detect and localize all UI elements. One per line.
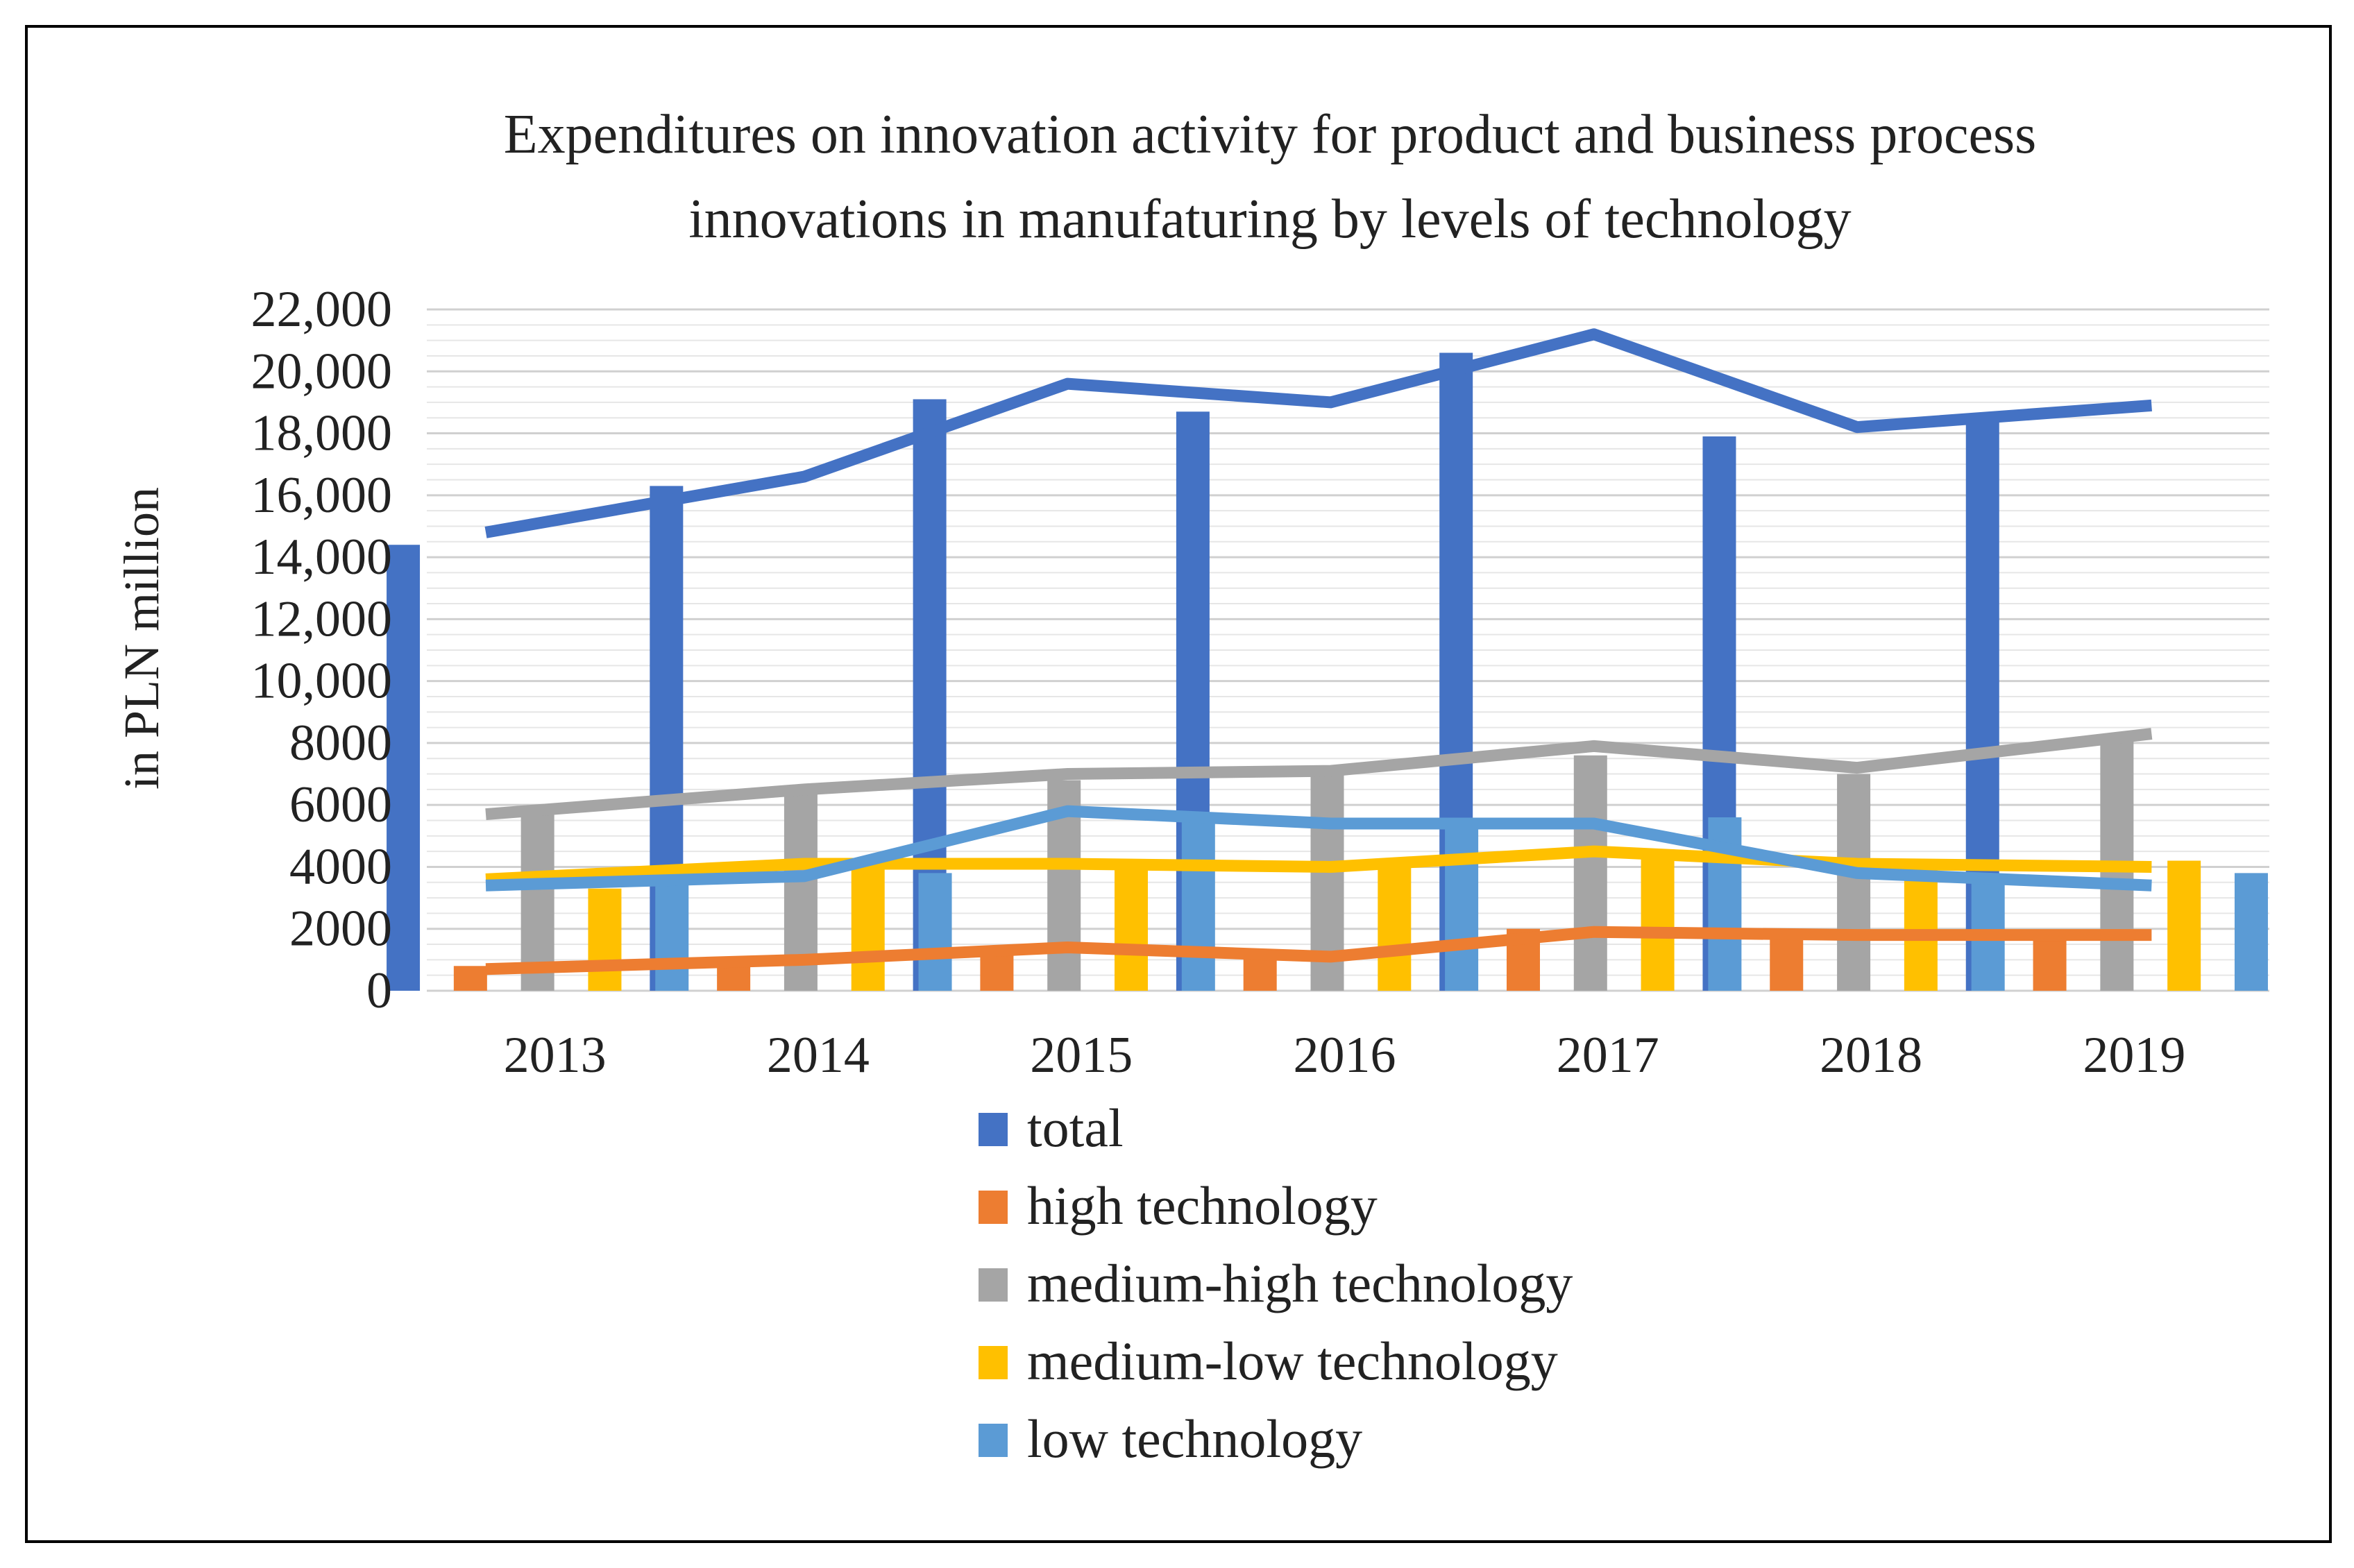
legend-swatch-medium-high-technology <box>979 1268 1008 1302</box>
series-line-low-technology <box>485 805 2152 892</box>
legend-label-high-technology: high technology <box>1027 1175 1378 1236</box>
chart-title-line: Expenditures on innovation activity for … <box>504 104 2036 165</box>
series-line-high-technology <box>485 926 2152 975</box>
legend-label-medium-high-technology: medium-high technology <box>1027 1253 1573 1313</box>
bar-high-technology-2015 <box>980 950 1014 991</box>
y-tick-label: 20,000 <box>251 343 393 400</box>
y-axis-label: in PLN million <box>114 487 169 790</box>
bar-medium-low-technology-2019 <box>2167 860 2201 991</box>
y-tick-label: 16,000 <box>251 467 393 524</box>
bar-total-2013 <box>387 545 421 991</box>
y-axis-title: in PLN million <box>114 487 169 790</box>
chart-frame: Expenditures on innovation activity for … <box>25 25 2332 1543</box>
bar-low-technology-2015 <box>1181 820 1215 991</box>
series-line-total <box>484 328 2152 538</box>
bar-high-technology-2019 <box>2033 935 2067 991</box>
y-tick-label: 8000 <box>289 715 392 772</box>
bar-medium-low-technology-2016 <box>1378 867 1412 991</box>
chart: Expenditures on innovation activity for … <box>114 104 2269 1469</box>
y-tick-label: 22,000 <box>251 281 393 338</box>
y-tick-label: 4000 <box>289 838 392 895</box>
x-tick-label: 2015 <box>1030 1027 1133 1084</box>
bar-medium-high-technology-2018 <box>1837 774 1871 991</box>
series-lines <box>484 328 2153 975</box>
legend: total high technology medium-high technolo… <box>979 1098 1573 1469</box>
bar-high-technology-2013 <box>453 966 487 991</box>
y-tick-label: 2000 <box>289 901 392 957</box>
bar-low-technology-2014 <box>918 873 952 991</box>
legend-label-total: total <box>1027 1098 1124 1158</box>
y-tick-label: 18,000 <box>251 405 393 462</box>
bar-medium-low-technology-2015 <box>1115 863 1149 991</box>
legend-swatch-low-technology <box>979 1424 1008 1457</box>
series-line-medium-low-technology <box>485 845 2152 885</box>
bar-medium-high-technology-2013 <box>520 811 554 991</box>
series-line-medium-high-technology <box>485 728 2153 821</box>
bar-medium-low-technology-2013 <box>588 888 622 991</box>
legend-label-low-technology: low technology <box>1027 1408 1362 1469</box>
y-tick-label: 14,000 <box>251 529 393 586</box>
bar-medium-low-technology-2017 <box>1641 854 1675 991</box>
x-tick-label: 2013 <box>504 1027 607 1084</box>
bar-low-technology-2019 <box>2234 873 2268 991</box>
legend-swatch-total <box>979 1113 1008 1146</box>
chart-title: Expenditures on innovation activity for … <box>504 104 2036 250</box>
bars <box>387 352 2268 991</box>
x-tick-label: 2017 <box>1557 1027 1659 1084</box>
legend-swatch-medium-low-technology <box>979 1346 1008 1379</box>
x-axis-ticks: 2013 2014 2015 2016 2017 2018 2019 <box>504 1027 2186 1084</box>
x-tick-label: 2016 <box>1294 1027 1396 1084</box>
bar-low-technology-2016 <box>1445 820 1479 991</box>
x-tick-label: 2014 <box>767 1027 870 1084</box>
bar-high-technology-2016 <box>1243 956 1277 991</box>
y-tick-label: 10,000 <box>251 653 393 710</box>
y-tick-label: 6000 <box>289 776 392 833</box>
chart-title-line: innovations in manufaturing by levels of… <box>688 189 1851 250</box>
bar-medium-low-technology-2018 <box>1904 867 1938 991</box>
bar-medium-high-technology-2017 <box>1573 755 1607 991</box>
y-tick-label: 0 <box>366 962 392 1019</box>
legend-label-medium-low-technology: medium-low technology <box>1027 1331 1558 1391</box>
bar-medium-low-technology-2014 <box>851 863 885 991</box>
bar-low-technology-2013 <box>655 879 689 991</box>
x-tick-label: 2019 <box>2083 1027 2185 1084</box>
legend-swatch-high-technology <box>979 1191 1008 1224</box>
x-tick-label: 2018 <box>1820 1027 1922 1084</box>
y-tick-label: 12,000 <box>251 590 393 647</box>
